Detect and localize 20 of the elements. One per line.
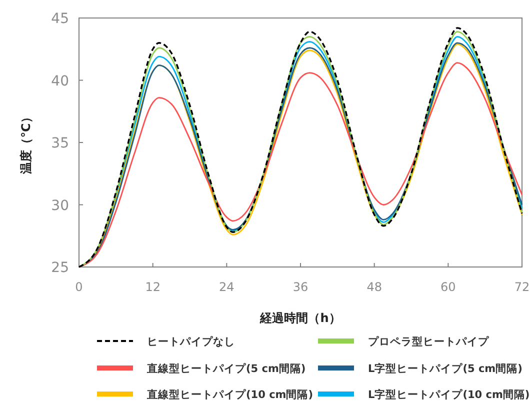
- legend-label: 直線型ヒートパイプ(10 cm間隔): [146, 388, 314, 401]
- y-tick-label: 25: [51, 260, 69, 276]
- y-tick-label: 45: [51, 11, 69, 27]
- y-tick-label: 30: [51, 198, 69, 214]
- x-tick-label: 12: [145, 280, 160, 294]
- legend-label: プロペラ型ヒートパイプ: [368, 335, 490, 348]
- x-tick-label: 48: [366, 280, 382, 294]
- legend-label: 直線型ヒートパイプ(5 cm間隔): [146, 362, 306, 375]
- legend-label: L字型ヒートパイプ(5 cm間隔): [368, 362, 522, 375]
- legend-label: L字型ヒートパイプ(10 cm間隔): [368, 388, 530, 401]
- x-tick-label: 60: [440, 280, 456, 294]
- x-tick-label: 72: [514, 280, 530, 294]
- x-axis-title: 経過時間（h）: [259, 311, 341, 325]
- y-axis-title: 温度（℃）: [19, 111, 33, 175]
- x-tick-label: 0: [75, 280, 83, 294]
- x-tick-label: 24: [219, 280, 234, 294]
- y-tick-label: 40: [51, 73, 69, 90]
- legend-label: ヒートパイプなし: [147, 335, 235, 348]
- x-tick-label: 36: [292, 280, 308, 294]
- y-tick-label: 35: [51, 136, 69, 152]
